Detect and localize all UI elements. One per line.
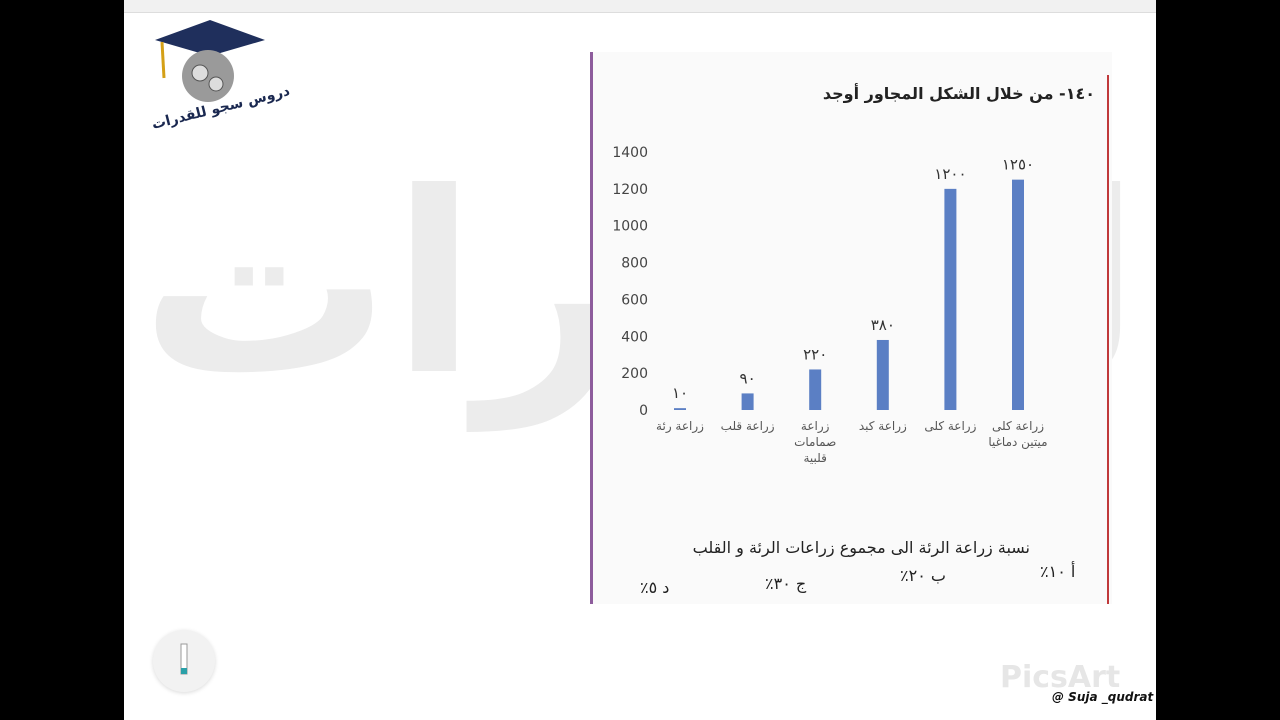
x-tick-label: زراعة قلب — [720, 419, 775, 433]
x-tick-label: زراعة رئة — [656, 419, 704, 433]
y-tick-label: 1000 — [612, 219, 648, 235]
x-tick-label: زراعة كبد — [858, 419, 907, 433]
brand-watermark: PicsArt — [1000, 660, 1121, 695]
pen-button[interactable] — [153, 630, 215, 692]
y-tick-label: 1200 — [612, 182, 648, 198]
answer-option: د ٥٪ — [640, 578, 670, 597]
y-tick-label: 200 — [621, 366, 648, 382]
x-tick-label: زراعة كلى ميتين دماغيا — [988, 419, 1048, 450]
y-tick-label: 0 — [639, 403, 648, 419]
chart-title: ١٤٠- من خلال الشكل المجاور أوجد — [822, 84, 1095, 103]
social-handle: @ Suja _qudrat — [1052, 690, 1154, 704]
value-label: ٩٠ — [740, 369, 756, 387]
value-label: ١٠ — [672, 384, 688, 402]
x-tick-label: زراعة صمامات قلبية — [794, 419, 837, 466]
value-label: ٢٢٠ — [803, 345, 827, 363]
bar — [809, 369, 822, 410]
y-tick-label: 600 — [621, 292, 648, 308]
value-label: ١٢٥٠ — [1002, 156, 1034, 174]
top-bar — [124, 0, 1156, 13]
question: نسبة زراعة الرئة الى مجموع زراعات الرئة … — [692, 538, 1030, 557]
answer-option: ب ٢٠٪ — [900, 566, 946, 585]
value-label: ١٢٠٠ — [934, 165, 966, 183]
cap — [155, 20, 265, 56]
value-label: ٣٨٠ — [871, 316, 895, 334]
bar — [674, 408, 686, 410]
answer-option: أ ١٠٪ — [1040, 562, 1076, 581]
textbook-page — [590, 52, 1112, 604]
head — [182, 50, 234, 102]
bar — [1012, 179, 1024, 410]
chart: 0 200 400 600 800 1000 1200 1400 ١٠ ٩٠ ٢٢٠ ٣٨٠ ١٢٠٠ ١… — [612, 145, 1034, 419]
page-edge — [1107, 75, 1109, 604]
logo — [155, 20, 265, 102]
answer-option: ج ٣٠٪ — [765, 574, 807, 593]
bar — [944, 188, 957, 410]
y-tick-label: 400 — [621, 329, 648, 345]
y-tick-label: 1400 — [612, 145, 648, 161]
bar — [741, 393, 754, 410]
bar — [876, 339, 889, 410]
x-tick-label: زراعة كلى — [924, 419, 977, 433]
y-tick-label: 800 — [621, 256, 648, 272]
